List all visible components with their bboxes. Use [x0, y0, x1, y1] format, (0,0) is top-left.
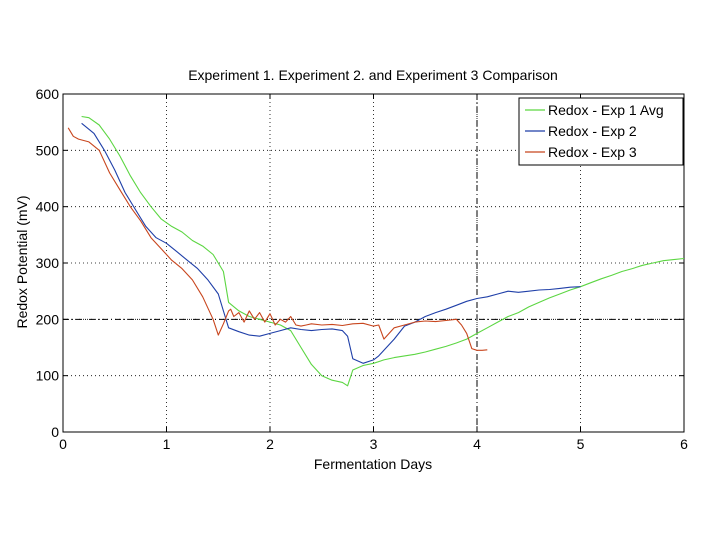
- series-line-2: [81, 122, 581, 364]
- x-axis-label: Fermentation Days: [314, 456, 432, 472]
- series-lines: [67, 115, 685, 387]
- y-axis-label: Redox Potential (mV): [14, 195, 30, 328]
- y-tick-label: 200: [36, 311, 60, 327]
- legend-box: [518, 97, 684, 166]
- reference-lines: [63, 94, 684, 432]
- y-tick-label: 400: [36, 199, 60, 215]
- chart-title: Experiment 1. Experiment 2. and Experime…: [188, 67, 558, 83]
- y-tick-label: 500: [36, 142, 60, 158]
- x-tick-label: 4: [473, 436, 481, 452]
- series-line-3: [67, 127, 488, 351]
- x-tick-label: 3: [370, 436, 378, 452]
- y-tick-label: 0: [51, 424, 59, 440]
- y-tick-label: 100: [36, 368, 60, 384]
- y-tick-label: 600: [36, 86, 60, 102]
- x-tick-label: 1: [163, 436, 171, 452]
- x-tick-label: 5: [577, 436, 585, 452]
- legend-label-1: Redox - Exp 1 Avg: [548, 102, 664, 118]
- legend-label-3: Redox - Exp 3: [548, 144, 637, 160]
- legend: Redox - Exp 1 Avg Redox - Exp 2 Redox - Ex…: [518, 97, 684, 166]
- x-tick-label: 0: [59, 436, 67, 452]
- x-tick-label: 6: [680, 436, 688, 452]
- axes: 0 1 2 3 4 5 6 0 100 200 300 400 500 600: [36, 86, 688, 452]
- y-tick-label: 300: [36, 255, 60, 271]
- x-tick-label: 2: [266, 436, 274, 452]
- legend-label-2: Redox - Exp 2: [548, 123, 637, 139]
